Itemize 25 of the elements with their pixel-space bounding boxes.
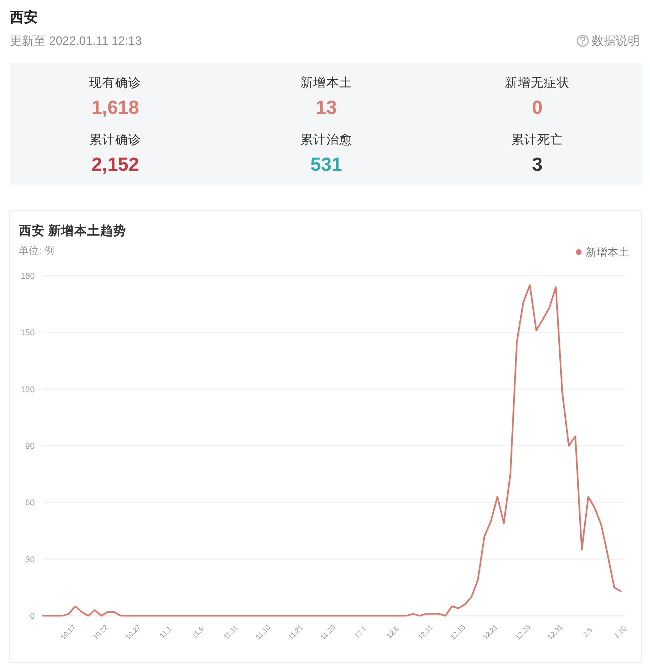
text: 累计死亡 [512,132,564,147]
text: 累计确诊 [90,133,142,147]
text: 1,618 [92,98,140,119]
text: 数据说明 [592,34,640,48]
y-tick-label: 90 [26,441,36,451]
y-tick-label: 120 [20,384,36,394]
chart-title: 西安 新增本土趋势 [18,223,126,238]
y-tick-label: 180 [20,271,36,281]
text: 531 [310,155,343,176]
text: 新增无症状 [505,76,570,90]
text: 现有确诊 [90,76,142,90]
y-tick-label: 60 [26,498,36,508]
y-tick-label: 30 [26,554,36,564]
legend-label: 新增本土 [586,246,630,259]
text: 新增本土 [300,76,352,90]
text: 西安 [9,9,38,25]
y-tick-label: 150 [20,328,36,338]
text: 更新至 2022.01.11 12:13 [10,34,142,48]
text: 13 [316,98,338,119]
text: 3 [532,155,543,176]
text: 0 [532,98,543,119]
text: 累计治愈 [300,133,352,147]
y-axis-title: 单位: 例 [19,245,55,257]
text: 2,152 [92,155,140,176]
y-tick-label: 0 [30,611,36,621]
